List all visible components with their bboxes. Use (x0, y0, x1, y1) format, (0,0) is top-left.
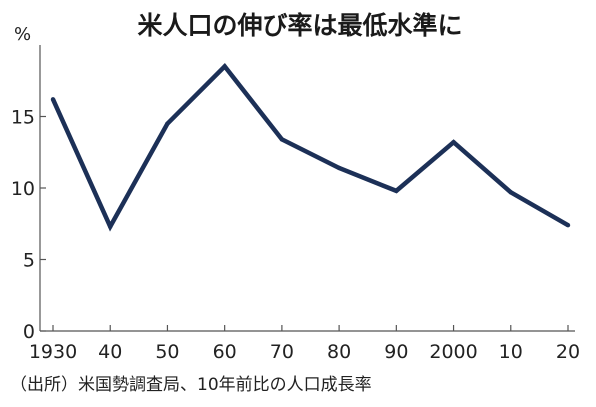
data-point (108, 224, 113, 229)
data-point (222, 64, 227, 69)
y-tick-label: 10 (11, 178, 35, 200)
data-point (50, 97, 56, 102)
x-tick-label: 70 (270, 341, 294, 363)
source-note: （出所）米国勢調査局、10年前比の人口成長率 (10, 375, 372, 395)
x-tick-label: 20 (556, 341, 580, 363)
x-tick-label: 60 (213, 341, 237, 363)
data-point (508, 190, 513, 195)
data-point (336, 165, 342, 171)
y-axis-unit: % (14, 24, 31, 45)
chart-title: 米人口の伸び率は最低水準に (137, 11, 462, 40)
data-point (279, 137, 285, 142)
y-tick-label: 15 (11, 107, 35, 129)
x-tick-label: 1930 (29, 341, 77, 363)
y-ticks: 0 5 10 15 (11, 107, 46, 343)
data-point (565, 222, 571, 228)
series-line (50, 63, 570, 232)
x-tick-label: 40 (98, 341, 122, 363)
data-point (165, 121, 170, 126)
y-tick-label: 5 (23, 250, 35, 272)
x-tick-label: 2000 (429, 341, 477, 363)
data-point (394, 188, 399, 194)
data-points (50, 64, 571, 229)
x-tick-label: 50 (155, 341, 179, 363)
x-tick-label: 80 (327, 341, 351, 363)
x-tick-label: 10 (499, 341, 523, 363)
y-tick-label: 0 (23, 321, 35, 343)
x-ticks: 1930 40 50 60 70 80 90 2000 10 20 (29, 325, 580, 363)
data-point (451, 140, 456, 145)
x-tick-label: 90 (384, 341, 408, 363)
